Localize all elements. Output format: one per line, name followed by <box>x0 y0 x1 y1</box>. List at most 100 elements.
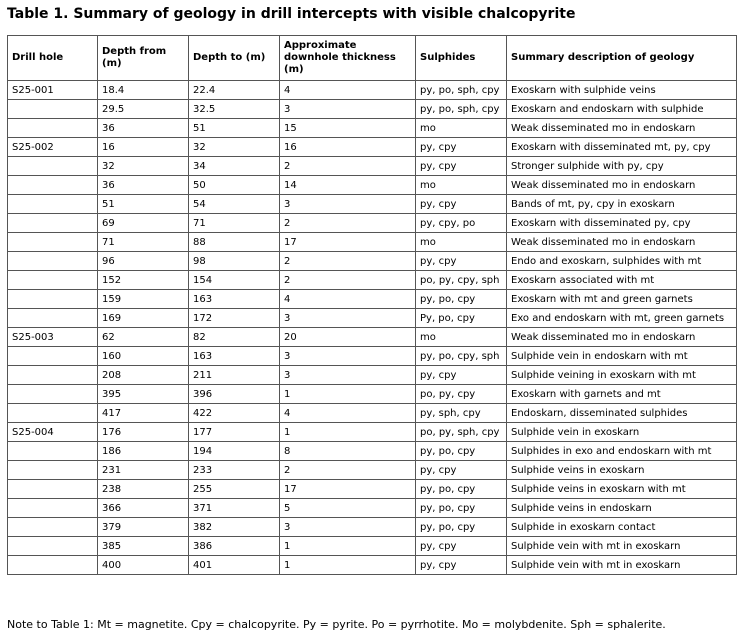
table-cell: 3 <box>279 346 416 366</box>
table-cell <box>7 175 98 195</box>
table-cell <box>7 441 98 461</box>
table-title: Table 1. Summary of geology in drill int… <box>7 6 576 22</box>
table-cell: 32 <box>97 156 189 176</box>
table-row: 208 211 3 py, cpy Sulphide veining in exoska… <box>7 365 737 385</box>
table-cell: 1 <box>279 555 416 575</box>
table-cell: Weak disseminated mo in endoskarn <box>506 118 737 138</box>
table-cell <box>7 365 98 385</box>
table-cell: 371 <box>188 498 280 518</box>
table-cell: Exoskarn with disseminated py, cpy <box>506 213 737 233</box>
table-cell: 98 <box>188 251 280 271</box>
table-cell: 3 <box>279 99 416 119</box>
header-cell: Depth from (m) <box>97 35 189 81</box>
table-cell <box>7 270 98 290</box>
table-cell <box>7 536 98 556</box>
table-cell: 4 <box>279 80 416 100</box>
table-cell: 238 <box>97 479 189 499</box>
table-cell: 96 <box>97 251 189 271</box>
table-row: 159 163 4 py, po, cpy Exoskarn with mt and g… <box>7 289 737 309</box>
table-cell: 386 <box>188 536 280 556</box>
table-cell <box>7 384 98 404</box>
table-cell <box>7 555 98 575</box>
table-cell: Sulphide vein in endoskarn with mt <box>506 346 737 366</box>
table-cell: 2 <box>279 460 416 480</box>
table-cell <box>7 308 98 328</box>
table-cell: S25-001 <box>7 80 98 100</box>
table-cell: py, sph, cpy <box>415 403 507 423</box>
table-cell: S25-003 <box>7 327 98 347</box>
table-cell: 14 <box>279 175 416 195</box>
table-cell: Py, po, cpy <box>415 308 507 328</box>
table-cell <box>7 479 98 499</box>
table-row: S25-003 62 82 20 mo Weak disseminated mo in e… <box>7 327 737 347</box>
table-cell: py, po, sph, cpy <box>415 80 507 100</box>
table-cell: 152 <box>97 270 189 290</box>
table-cell: 163 <box>188 289 280 309</box>
table-cell: 177 <box>188 422 280 442</box>
table-row: 36 50 14 mo Weak disseminated mo in endoskar… <box>7 175 737 195</box>
table-cell: Weak disseminated mo in endoskarn <box>506 175 737 195</box>
table-row: 417 422 4 py, sph, cpy Endoskarn, disseminat… <box>7 403 737 423</box>
table-cell: mo <box>415 232 507 252</box>
table-cell: 88 <box>188 232 280 252</box>
table-cell: Sulphide in exoskarn contact <box>506 517 737 537</box>
table-cell: 51 <box>188 118 280 138</box>
table-cell: 20 <box>279 327 416 347</box>
header-cell: Depth to (m) <box>188 35 280 81</box>
table-cell: po, py, cpy, sph <box>415 270 507 290</box>
table-cell: 16 <box>97 137 189 157</box>
table-cell: 3 <box>279 365 416 385</box>
table-cell: 1 <box>279 384 416 404</box>
table-cell: 3 <box>279 517 416 537</box>
table-cell <box>7 118 98 138</box>
table-cell: 194 <box>188 441 280 461</box>
table-cell: py, cpy <box>415 365 507 385</box>
table-cell: 16 <box>279 137 416 157</box>
table-cell: py, cpy <box>415 251 507 271</box>
table-cell: 154 <box>188 270 280 290</box>
table-cell: 36 <box>97 118 189 138</box>
table-cell: 396 <box>188 384 280 404</box>
table-row: 29.5 32.5 3 py, po, sph, cpy Exoskarn and en… <box>7 99 737 119</box>
table-cell: Exo and endoskarn with mt, green garnets <box>506 308 737 328</box>
table-cell: Exoskarn with disseminated mt, py, cpy <box>506 137 737 157</box>
table-cell: 159 <box>97 289 189 309</box>
table-cell: 2 <box>279 270 416 290</box>
table-cell: 160 <box>97 346 189 366</box>
table-row: 32 34 2 py, cpy Stronger sulphide with py, c… <box>7 156 737 176</box>
table-cell: Sulphide veins in exoskarn with mt <box>506 479 737 499</box>
table-cell: py, cpy <box>415 536 507 556</box>
table-cell: 17 <box>279 479 416 499</box>
table-cell: po, py, sph, cpy <box>415 422 507 442</box>
table-cell: py, po, cpy, sph <box>415 346 507 366</box>
table-cell: 385 <box>97 536 189 556</box>
table-cell: 400 <box>97 555 189 575</box>
header-cell: Sulphides <box>415 35 507 81</box>
table-cell: Bands of mt, py, cpy in exoskarn <box>506 194 737 214</box>
table-cell: 4 <box>279 289 416 309</box>
table-row: S25-004 176 177 1 po, py, sph, cpy Sulphide v… <box>7 422 737 442</box>
table-cell: 71 <box>188 213 280 233</box>
table-cell: 50 <box>188 175 280 195</box>
table-row: 69 71 2 py, cpy, po Exoskarn with disseminat… <box>7 213 737 233</box>
table-cell: 3 <box>279 308 416 328</box>
table-cell: py, po, cpy <box>415 498 507 518</box>
table-cell <box>7 498 98 518</box>
table-cell: 17 <box>279 232 416 252</box>
table-row: 238 255 17 py, po, cpy Sulphide veins in exo… <box>7 479 737 499</box>
table-cell: py, cpy <box>415 194 507 214</box>
table-cell: Sulphide veins in exoskarn <box>506 460 737 480</box>
header-cell: Summary description of geology <box>506 35 737 81</box>
table-row: 186 194 8 py, po, cpy Sulphides in exo and e… <box>7 441 737 461</box>
table-cell: py, po, cpy <box>415 441 507 461</box>
table-cell: 231 <box>97 460 189 480</box>
table-cell: 255 <box>188 479 280 499</box>
table-cell: py, cpy <box>415 555 507 575</box>
table-cell: Exoskarn with mt and green garnets <box>506 289 737 309</box>
table-cell: 2 <box>279 156 416 176</box>
table-cell: Sulphides in exo and endoskarn with mt <box>506 441 737 461</box>
table-cell: 1 <box>279 422 416 442</box>
table-cell: py, po, cpy <box>415 517 507 537</box>
table-row: 231 233 2 py, cpy Sulphide veins in exoskarn <box>7 460 737 480</box>
table-cell: py, po, cpy <box>415 289 507 309</box>
